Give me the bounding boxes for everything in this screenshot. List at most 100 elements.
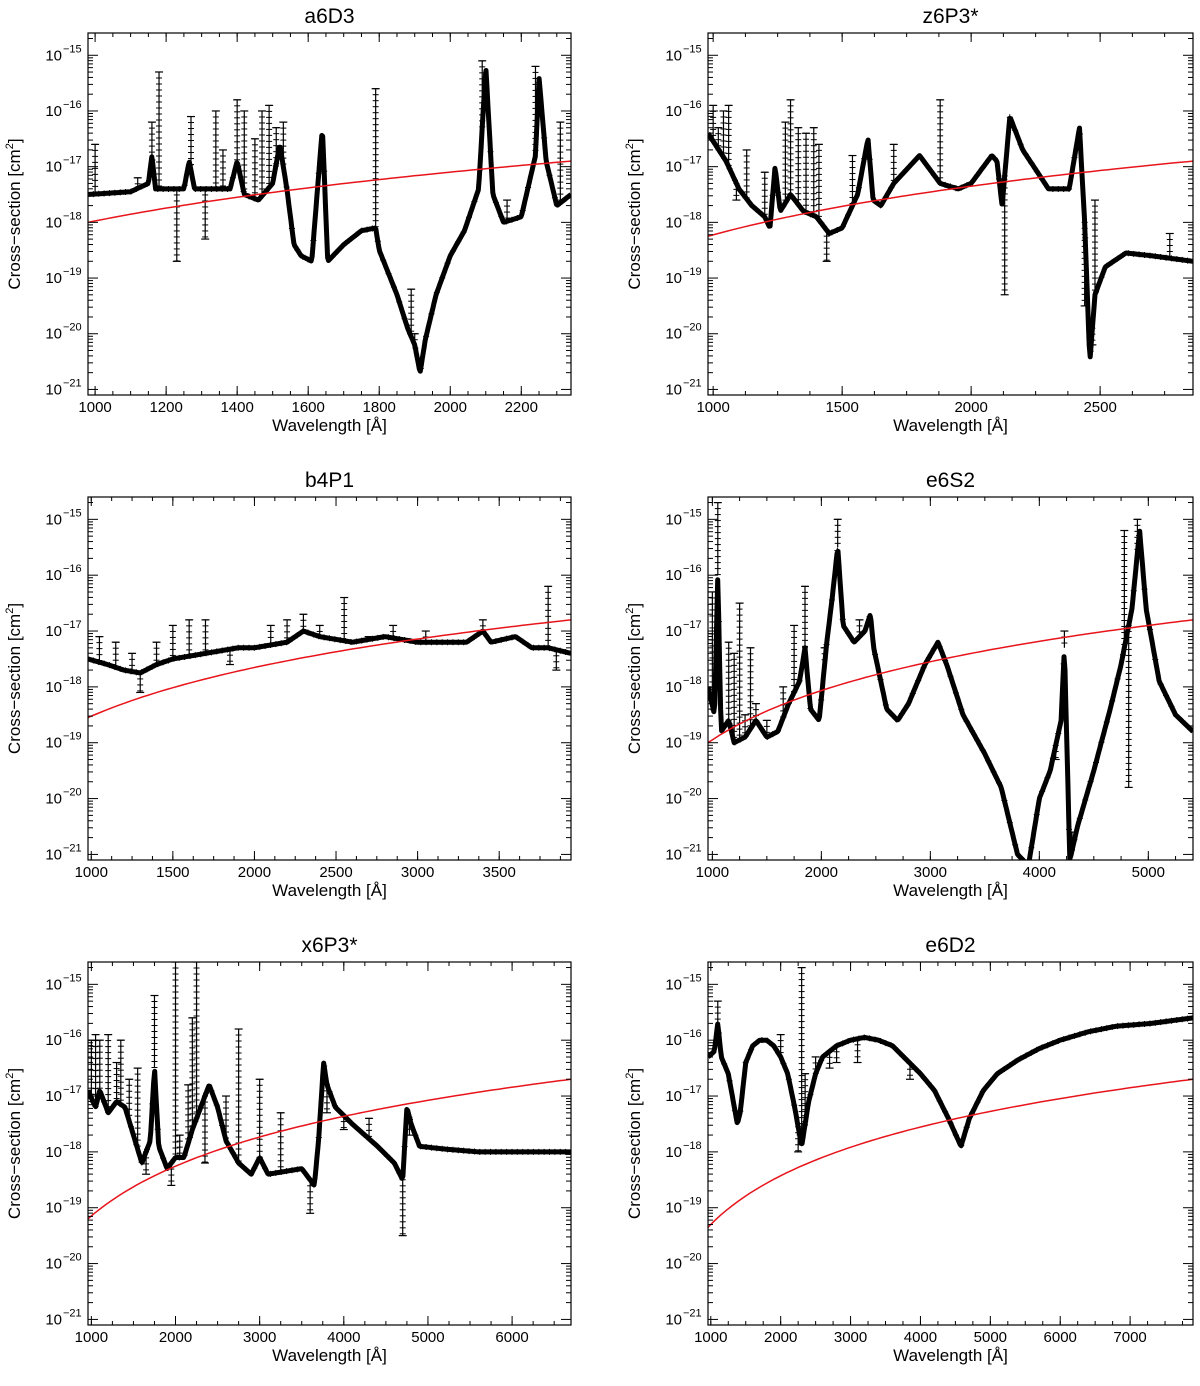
data-point-marker xyxy=(101,660,108,667)
data-point-marker xyxy=(1141,586,1148,593)
data-point-marker xyxy=(294,246,301,253)
y-tick-label: 10 xyxy=(45,1200,62,1217)
y-tick-label: 10 xyxy=(665,511,682,528)
data-point-marker xyxy=(288,1167,295,1174)
data-point-marker xyxy=(974,171,981,178)
data-point-marker xyxy=(985,757,992,764)
y-tick-label: 10 xyxy=(665,326,682,343)
data-point-marker xyxy=(888,184,895,191)
data-point-marker xyxy=(731,739,738,746)
data-point-marker xyxy=(1076,130,1083,137)
data-point-marker xyxy=(1130,587,1137,594)
data-point-marker xyxy=(1076,1031,1083,1038)
data-point-marker xyxy=(1146,1020,1153,1027)
data-point-marker xyxy=(219,1122,226,1129)
y-tick-exponent: −17 xyxy=(63,1084,82,1096)
y-tick-exponent: −20 xyxy=(63,1252,82,1264)
x-tick-label: 2000 xyxy=(159,1329,192,1346)
data-point-marker xyxy=(1028,1049,1035,1056)
y-axis-label-main: Cross−section [cm xyxy=(625,614,644,754)
data-point-marker xyxy=(525,1148,532,1155)
data-point-marker xyxy=(796,203,803,210)
data-point-marker xyxy=(715,618,722,625)
data-point-marker xyxy=(1039,1044,1046,1051)
data-point-marker xyxy=(508,634,515,641)
data-point-marker xyxy=(1125,250,1132,257)
x-axis-label: Wavelength [Å] xyxy=(272,1346,387,1365)
data-point-marker xyxy=(996,1069,1002,1076)
data-point-marker xyxy=(487,148,494,155)
y-tick-label: 10 xyxy=(665,567,682,584)
panel-title: e6S2 xyxy=(926,469,975,492)
fit-curve-line xyxy=(708,619,1193,744)
data-point-marker xyxy=(455,238,462,245)
data-point-marker xyxy=(888,710,895,717)
data-point-marker xyxy=(213,1102,220,1109)
data-point-marker xyxy=(364,226,371,233)
y-axis-label-main: Cross−section [cm xyxy=(5,614,24,754)
data-point-marker xyxy=(899,171,905,178)
y-tick-label: 10 xyxy=(665,381,682,398)
data-point-marker xyxy=(568,191,571,198)
y-tick-exponent: −16 xyxy=(683,563,702,575)
data-point-marker xyxy=(138,669,145,676)
data-point-marker xyxy=(331,636,338,643)
data-point-marker xyxy=(1157,1019,1164,1026)
x-tick-label: 4000 xyxy=(1023,864,1056,881)
data-point-marker xyxy=(396,298,403,305)
data-point-marker xyxy=(482,631,489,638)
data-point-marker xyxy=(1049,185,1056,192)
data-point-marker xyxy=(882,1040,889,1047)
x-tick-label: 2000 xyxy=(805,864,838,881)
data-point-marker xyxy=(519,207,526,214)
data-point-marker xyxy=(315,1134,322,1141)
data-point-marker xyxy=(213,185,220,192)
x-tick-label: 1500 xyxy=(825,399,858,416)
x-tick-label: 4000 xyxy=(904,1329,937,1346)
data-point-marker xyxy=(321,1063,328,1069)
data-point-marker xyxy=(466,637,473,644)
data-point-marker xyxy=(101,190,108,197)
data-point-marker xyxy=(812,713,819,720)
data-point-marker xyxy=(267,182,274,189)
data-point-marker xyxy=(737,736,744,743)
data-point-marker xyxy=(471,633,478,640)
data-point-marker xyxy=(170,655,177,662)
data-point-marker xyxy=(88,655,91,662)
data-point-marker xyxy=(423,333,430,340)
data-point-marker xyxy=(417,365,424,372)
y-axis-label-main: Cross−section [cm xyxy=(625,1079,644,1219)
data-point-marker xyxy=(358,637,365,644)
data-point-marker xyxy=(439,274,446,281)
x-tick-label: 3500 xyxy=(483,864,516,881)
data-point-marker xyxy=(990,768,997,775)
data-point-marker xyxy=(353,1124,360,1131)
data-point-marker xyxy=(460,229,467,236)
data-point-marker xyxy=(758,1037,765,1044)
data-point-marker xyxy=(305,629,312,636)
data-point-marker xyxy=(1103,1025,1110,1032)
data-point-marker xyxy=(1093,759,1099,766)
data-point-marker xyxy=(942,1108,949,1115)
data-point-marker xyxy=(444,1146,451,1153)
data-point-marker xyxy=(1033,811,1040,818)
y-axis-label-end: ] xyxy=(5,1068,24,1073)
data-point-marker xyxy=(535,1148,542,1155)
data-point-marker xyxy=(546,1148,553,1155)
data-point-marker xyxy=(213,648,220,655)
data-point-marker xyxy=(401,1143,408,1150)
data-point-marker xyxy=(726,165,733,172)
data-point-marker xyxy=(95,659,102,666)
data-point-marker xyxy=(503,635,510,642)
y-axis-label-main: Cross−section [cm xyxy=(625,149,644,289)
data-point-marker xyxy=(144,666,151,673)
y-tick-label: 10 xyxy=(45,791,62,808)
data-point-marker xyxy=(1060,660,1067,667)
data-point-marker xyxy=(915,677,922,684)
x-tick-label: 2000 xyxy=(434,399,467,416)
data-point-marker xyxy=(154,661,161,668)
y-tick-exponent: −19 xyxy=(63,731,82,743)
data-point-marker xyxy=(1179,1016,1186,1023)
data-point-marker xyxy=(444,639,451,646)
